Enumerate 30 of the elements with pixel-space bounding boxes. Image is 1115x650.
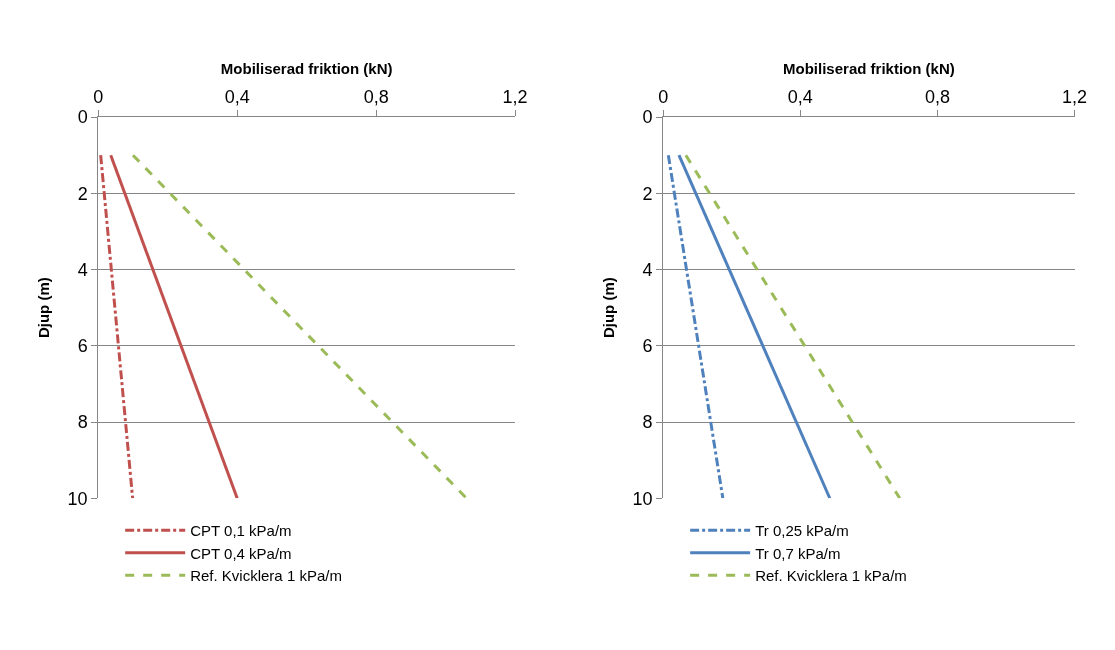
y-axis-title: Djup (m)	[34, 277, 52, 339]
x-axis-title: Mobiliserad friktion (kN)	[220, 60, 393, 78]
y-tick-label: 4	[77, 259, 88, 280]
y-tick-label: 10	[632, 488, 653, 509]
y-tick-label: 6	[642, 336, 653, 357]
x-tick-label: 0	[658, 86, 669, 107]
y-tick-label: 8	[77, 412, 88, 433]
x-tick-label: 0,4	[224, 86, 250, 107]
x-axis-title: Mobiliserad friktion (kN)	[783, 60, 955, 78]
x-tick-label: 0	[93, 86, 104, 107]
y-tick-label: 10	[67, 488, 88, 509]
y-tick-label: 8	[642, 412, 653, 433]
legend-label: CPT 0,4 kPa/m	[190, 544, 292, 562]
legend-label: Ref. Kvicklera 1 kPa/m	[755, 567, 907, 585]
y-tick-label: 6	[77, 336, 88, 357]
y-tick-label: 2	[77, 183, 88, 204]
x-tick-label: 1,2	[1062, 86, 1088, 107]
y-tick-label: 0	[77, 107, 88, 128]
x-tick-label: 1,2	[502, 86, 528, 107]
legend-label: Ref. Kvicklera 1 kPa/m	[190, 567, 342, 585]
legend-label: CPT 0,1 kPa/m	[190, 522, 292, 540]
x-tick-label: 0,8	[924, 86, 950, 107]
x-tick-label: 0,8	[363, 86, 389, 107]
y-axis-title: Djup (m)	[599, 277, 617, 339]
y-tick-label: 0	[642, 107, 653, 128]
x-tick-label: 0,4	[787, 86, 813, 107]
legend-label: Tr 0,25 kPa/m	[755, 522, 849, 540]
y-tick-label: 2	[642, 183, 653, 204]
legend-label: Tr 0,7 kPa/m	[755, 544, 841, 562]
y-tick-label: 4	[642, 259, 653, 280]
